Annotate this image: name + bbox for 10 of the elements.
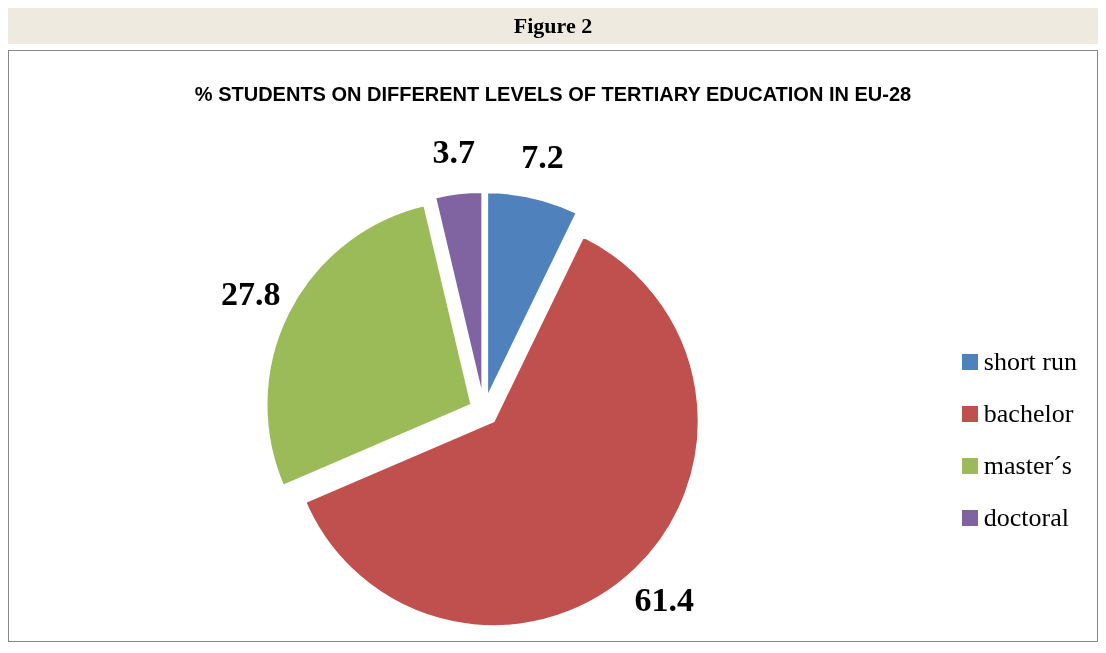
legend-label: short run: [983, 347, 1077, 377]
legend-label: bachelor: [983, 399, 1074, 429]
data-label: 61.4: [634, 581, 695, 619]
caption: Figure 2: [8, 8, 1098, 44]
legend-label: doctoral: [983, 503, 1070, 533]
data-label: 3.7: [432, 133, 476, 171]
legend-label: master´s: [983, 451, 1072, 481]
data-label: 7.2: [521, 138, 564, 176]
data-label: 27.8: [221, 275, 281, 313]
chart-title: % STUDENTS ON DIFFERENT LEVELS OF TERTIARY EDUCATION IN EU-28: [193, 82, 913, 106]
